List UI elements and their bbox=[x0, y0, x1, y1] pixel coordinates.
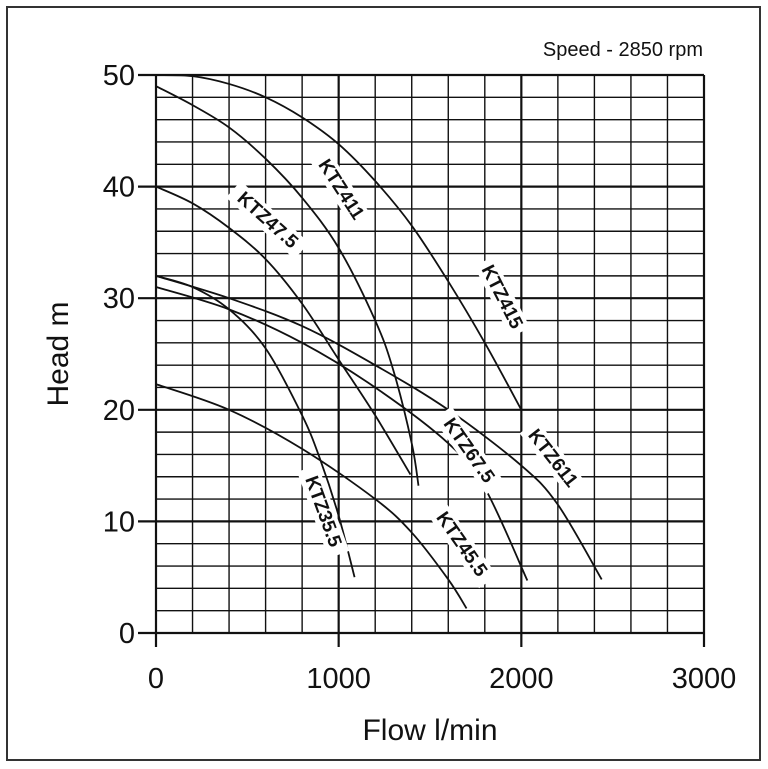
grid bbox=[138, 73, 706, 647]
label-background bbox=[426, 500, 498, 589]
x-tick-label: 1000 bbox=[306, 663, 371, 695]
performance-curves bbox=[155, 74, 603, 609]
label-background bbox=[519, 419, 587, 497]
curve-label-text: KTZ611 bbox=[523, 425, 581, 492]
x-tick-label: 0 bbox=[148, 663, 164, 695]
x-tick-label: 2000 bbox=[489, 663, 554, 695]
label-background bbox=[297, 464, 350, 559]
curve-ktz611 bbox=[155, 275, 603, 580]
curve-label-ktz47-5: KTZ47.5 bbox=[226, 181, 310, 260]
y-tick-label: 20 bbox=[103, 395, 135, 427]
label-background bbox=[474, 256, 531, 338]
speed-annotation: Speed - 2850 rpm bbox=[543, 39, 703, 61]
y-tick-label: 10 bbox=[103, 506, 135, 538]
curve-ktz411 bbox=[155, 85, 420, 486]
y-tick-label: 0 bbox=[119, 618, 135, 650]
y-tick-label: 50 bbox=[103, 60, 135, 92]
x-axis-title: Flow l/min bbox=[362, 714, 497, 747]
curve-ktz35-5 bbox=[155, 275, 356, 578]
label-background bbox=[226, 181, 310, 260]
axis-ticks: 0 1000 2000 3000 0 10 20 30 40 50 bbox=[103, 60, 737, 695]
curve-ktz47-5 bbox=[155, 185, 412, 475]
curve-ktz45-5 bbox=[155, 383, 468, 609]
label-background bbox=[433, 406, 505, 495]
y-tick-label: 40 bbox=[103, 172, 135, 204]
curve-label-ktz67-5: KTZ67.5 bbox=[433, 406, 505, 495]
y-axis-title: Head m bbox=[42, 301, 75, 406]
label-background bbox=[310, 149, 373, 229]
x-tick-label: 3000 bbox=[672, 663, 737, 695]
y-tick-label: 30 bbox=[103, 283, 135, 315]
curve-label-ktz411: KTZ411 bbox=[310, 149, 373, 229]
curve-ktz415 bbox=[155, 74, 523, 411]
curve-label-ktz611: KTZ611 bbox=[519, 419, 587, 497]
chart-frame bbox=[6, 6, 761, 761]
curve-label-text: KTZ47.5 bbox=[233, 188, 302, 253]
